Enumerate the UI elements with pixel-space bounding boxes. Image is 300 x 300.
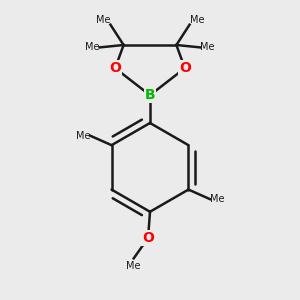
- Text: Me: Me: [210, 194, 224, 204]
- Text: Me: Me: [96, 15, 110, 25]
- Text: Me: Me: [76, 130, 90, 141]
- Text: O: O: [179, 61, 191, 75]
- Text: Me: Me: [200, 42, 215, 52]
- Text: O: O: [142, 231, 154, 245]
- Text: B: B: [145, 88, 155, 102]
- Text: Me: Me: [85, 42, 100, 52]
- Text: Me: Me: [127, 261, 141, 272]
- Text: O: O: [109, 61, 121, 75]
- Text: Me: Me: [190, 15, 204, 25]
